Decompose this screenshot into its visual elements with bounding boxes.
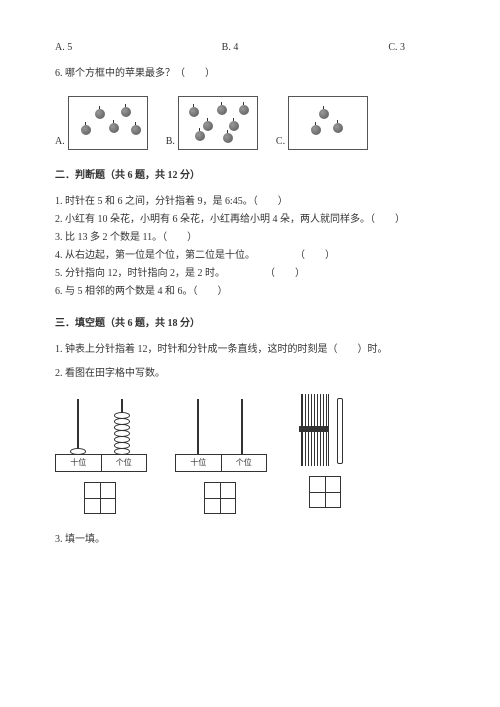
section2-title: 二．判断题（共 6 题，共 12 分） [55,168,445,184]
judge-item: 2. 小红有 10 朵花，小明有 6 朵花，小红再给小明 4 朵，两人就同样多。… [55,212,445,228]
judge-list: 1. 时针在 5 和 6 之间，分针指着 9，是 6:45。（ ） 2. 小红有 … [55,194,445,300]
section3-title: 三．填空题（共 6 题，共 18 分） [55,316,445,332]
applebox-c [288,96,368,150]
q6-label-c: C. [276,134,285,150]
s3-q1: 1. 钟表上分针指着 12，时针和分针成一条直线，这时的时刻是（ ）时。 [55,342,445,358]
judge-item: 3. 比 13 多 2 个数是 11。（ ） [55,230,445,246]
tian-grid-3 [309,476,341,508]
q6-label-a: A. [55,134,65,150]
q6-label-b: B. [166,134,175,150]
tian-grid-2 [204,482,236,514]
opt-b: B. 4 [172,40,289,56]
q6-figures: A. B. C. [55,96,445,150]
opt-a: A. 5 [55,40,172,56]
applebox-b [178,96,258,150]
judge-item: 4. 从右边起，第一位是个位，第二位是十位。 （ ） [55,248,445,264]
applebox-a [68,96,148,150]
sticks-bundle [295,394,355,514]
opt-c: C. 3 [288,40,445,56]
q6-text: 6. 哪个方框中的苹果最多？（ ） [55,66,445,82]
label-ge: 个位 [102,455,147,471]
judge-item: 6. 与 5 相邻的两个数是 4 和 6。（ ） [55,284,445,300]
figure-row: 十位个位 十位个位 [55,394,445,514]
judge-item: 5. 分针指向 12，时针指向 2，是 2 时。 （ ） [55,266,445,282]
judge-item: 1. 时针在 5 和 6 之间，分针指着 9，是 6:45。（ ） [55,194,445,210]
abacus-2: 十位个位 [175,394,265,514]
label-ge2: 个位 [222,455,267,471]
label-shi: 十位 [56,455,102,471]
tian-grid-1 [84,482,116,514]
abacus-1: 十位个位 [55,394,145,514]
q5-options: A. 5 B. 4 C. 3 [55,40,445,56]
s3-q3: 3. 填一填。 [55,532,445,548]
label-shi2: 十位 [176,455,222,471]
s3-q2: 2. 看图在田字格中写数。 [55,366,445,382]
